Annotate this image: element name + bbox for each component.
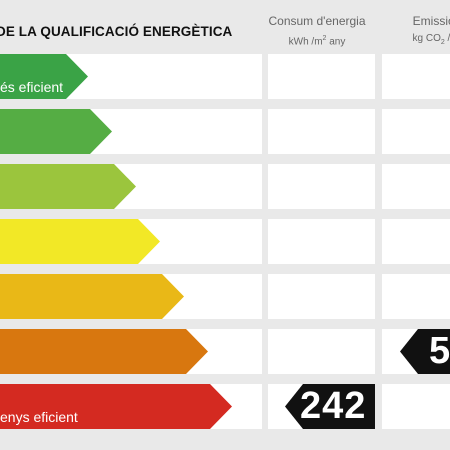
consumption-badge-value: 242 xyxy=(300,385,367,427)
consumption-cell xyxy=(268,274,375,319)
consumption-cell xyxy=(268,109,375,154)
consumption-header-unit: kWh /m2 any xyxy=(262,32,372,49)
emissions-badge-value: 5 xyxy=(429,330,450,372)
rating-arrow-label: és eficient xyxy=(0,79,64,95)
emissions-cell xyxy=(382,219,450,264)
rating-arrow-label: enys eficient xyxy=(0,409,78,425)
consumption-unit-sup: 2 xyxy=(322,35,327,42)
emissions-cell xyxy=(382,54,450,99)
emissions-column-header: Emission kg CO2 / m xyxy=(382,14,450,50)
rating-arrow xyxy=(0,164,136,209)
emissions-unit-sub: 2 xyxy=(440,39,445,46)
consumption-cell xyxy=(268,329,375,374)
emissions-badge: 5 xyxy=(400,329,450,374)
rating-arrow xyxy=(0,109,112,154)
consumption-badge-shape xyxy=(285,384,375,429)
emissions-badge-shape xyxy=(400,329,450,374)
consumption-cell xyxy=(268,164,375,209)
label-title: DE LA QUALIFICACIÓ ENERGÈTICA xyxy=(0,24,233,39)
rating-arrow xyxy=(0,54,88,99)
rating-arrow xyxy=(0,329,208,374)
rating-arrow xyxy=(0,274,184,319)
consumption-header-title: Consum d'energia xyxy=(268,14,366,28)
consumption-unit-tail: any xyxy=(326,36,346,48)
emissions-unit-tail: / m xyxy=(445,33,450,44)
rating-arrow xyxy=(0,219,160,264)
emissions-header-unit: kg CO2 / m xyxy=(382,32,450,50)
emissions-unit-text: kg CO xyxy=(412,33,441,44)
consumption-cell xyxy=(268,54,375,99)
rating-arrow xyxy=(0,384,232,429)
emissions-header-title: Emission xyxy=(412,14,450,28)
emissions-cell xyxy=(382,384,450,429)
consumption-cell xyxy=(268,219,375,264)
emissions-cell xyxy=(382,109,450,154)
consumption-unit-text: kWh /m xyxy=(288,36,323,48)
emissions-cell xyxy=(382,164,450,209)
consumption-badge: 242 xyxy=(285,384,375,429)
consumption-column-header: Consum d'energia kWh /m2 any xyxy=(262,14,372,49)
emissions-cell xyxy=(382,274,450,319)
